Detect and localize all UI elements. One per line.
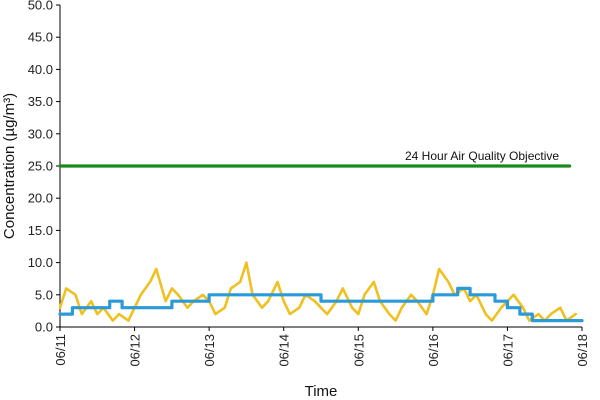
y-tick-label: 20.0 <box>28 191 53 206</box>
objective-annotation: 24 Hour Air Quality Objective <box>405 149 559 163</box>
x-tick-label: 06/18 <box>575 334 590 367</box>
y-axis-title: Concentration (µg/m³) <box>1 93 18 239</box>
y-tick-label: 50.0 <box>28 0 53 13</box>
y-tick-label: 45.0 <box>28 30 53 45</box>
y-tick-label: 40.0 <box>28 62 53 77</box>
y-tick-label: 10.0 <box>28 255 53 270</box>
y-tick-label: 15.0 <box>28 223 53 238</box>
x-tick-label: 06/15 <box>351 334 366 367</box>
y-tick-label: 25.0 <box>28 159 53 174</box>
series-line-1 <box>58 286 584 323</box>
x-tick-label: 06/13 <box>202 334 217 367</box>
x-tick-label: 06/11 <box>53 334 68 366</box>
y-tick-label: 0.0 <box>35 320 53 335</box>
x-tick-label: 06/14 <box>277 334 292 367</box>
x-axis-title: Time <box>305 383 338 400</box>
series-line-0 <box>58 261 578 322</box>
x-tick-label: 06/12 <box>128 334 143 367</box>
x-tick-label: 06/16 <box>426 334 441 367</box>
series-layer <box>58 164 584 323</box>
y-axis-ticks: 0.0 5.0 10.0 15.0 20.0 25.0 30.0 35.0 40.0 45.0 50… <box>28 0 60 335</box>
x-axis-ticks: 06/11 06/12 06/13 06/14 06/15 06/16 06/17 06/18 <box>53 327 590 367</box>
y-tick-label: 35.0 <box>28 94 53 109</box>
y-tick-label: 30.0 <box>28 126 53 141</box>
x-tick-label: 06/17 <box>500 334 515 367</box>
y-tick-label: 5.0 <box>35 287 53 302</box>
